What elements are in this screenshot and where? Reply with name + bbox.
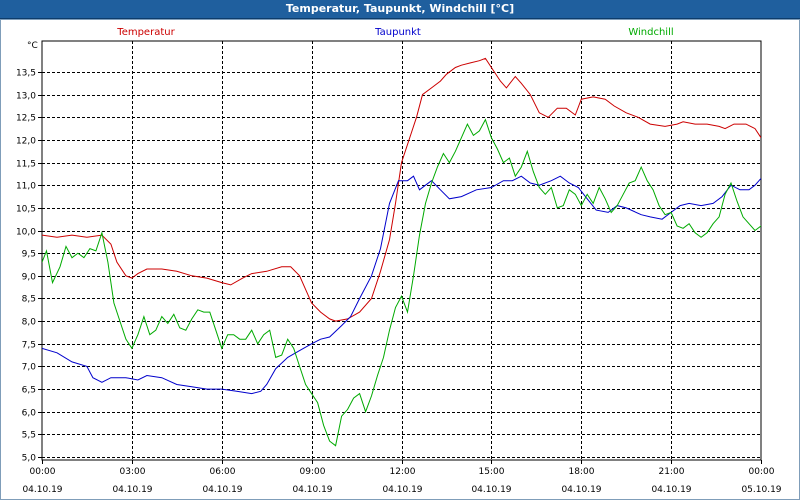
x-tick-label-time: 09:00	[300, 467, 326, 477]
axis-layer: °C 13,5 13,0 12,5 12,0 11,5 11,0 10,5 10,0 9,5 9,…	[16, 41, 782, 495]
chart-title: Temperatur, Taupunkt, Windchill [°C]	[0, 0, 800, 19]
y-tick-label: 11,0	[16, 182, 36, 192]
series-line-temperatur	[42, 57, 761, 322]
x-tick-label-time: 06:00	[210, 467, 236, 477]
line-chart: °C 13,5 13,0 12,5 12,0 11,5 11,0 10,5 10,0 9,5 9,…	[16, 27, 782, 495]
x-tick-label-date: 04.10.19	[382, 485, 422, 495]
y-tick-label: 12,5	[16, 114, 36, 124]
y-tick-label: 6,0	[22, 409, 37, 419]
y-tick-label: 9,5	[22, 250, 36, 260]
x-tick-label-date: 04.10.19	[651, 485, 691, 495]
y-axis-label: °C	[27, 41, 38, 51]
chart-frame: °C 13,5 13,0 12,5 12,0 11,5 11,0 10,5 10,0 9,5 9,…	[0, 19, 800, 500]
y-tick-label: 7,5	[22, 341, 36, 351]
y-tick-label: 5,5	[22, 431, 36, 441]
y-tick-label: 6,5	[22, 386, 36, 396]
x-tick-label-date: 04.10.19	[202, 485, 242, 495]
x-tick-label-time: 18:00	[569, 467, 595, 477]
x-tick-label-date: 04.10.19	[292, 485, 332, 495]
x-tick-label-time: 00:00	[749, 467, 775, 477]
y-tick-label: 7,0	[22, 363, 37, 373]
x-tick-label-time: 15:00	[479, 467, 505, 477]
x-tick-label-time: 00:00	[30, 467, 56, 477]
series-layer	[42, 57, 761, 447]
x-tick-label-date: 04.10.19	[561, 485, 601, 495]
series-line-taupunkt	[42, 175, 761, 395]
y-tick-label: 12,0	[16, 137, 36, 147]
y-tick-label: 8,5	[22, 295, 36, 305]
y-tick-label: 13,0	[16, 92, 36, 102]
y-tick-label: 5,0	[22, 454, 37, 464]
legend-entry-temperatur: Temperatur	[116, 27, 175, 38]
plot-border	[41, 40, 762, 461]
grid-layer	[41, 40, 762, 461]
y-tick-label: 13,5	[16, 69, 36, 79]
y-tick-label: 8,0	[22, 318, 37, 328]
x-tick-label-time: 12:00	[390, 467, 416, 477]
legend-entry-taupunkt: Taupunkt	[374, 27, 421, 38]
x-tick-label-date: 04.10.19	[22, 485, 62, 495]
y-tick-label: 10,5	[16, 205, 36, 215]
x-tick-label-date: 05.10.19	[741, 485, 781, 495]
x-tick-label-date: 04.10.19	[471, 485, 511, 495]
legend: Temperatur Taupunkt Windchill	[116, 27, 673, 38]
legend-entry-windchill: Windchill	[628, 27, 673, 38]
y-tick-label: 11,5	[16, 160, 36, 170]
x-tick-label-time: 21:00	[659, 467, 685, 477]
y-tick-label: 10,0	[16, 228, 36, 238]
x-tick-label-date: 04.10.19	[112, 485, 152, 495]
x-tick-label-time: 03:00	[120, 467, 146, 477]
y-tick-label: 9,0	[22, 273, 37, 283]
series-line-windchill	[42, 118, 761, 447]
